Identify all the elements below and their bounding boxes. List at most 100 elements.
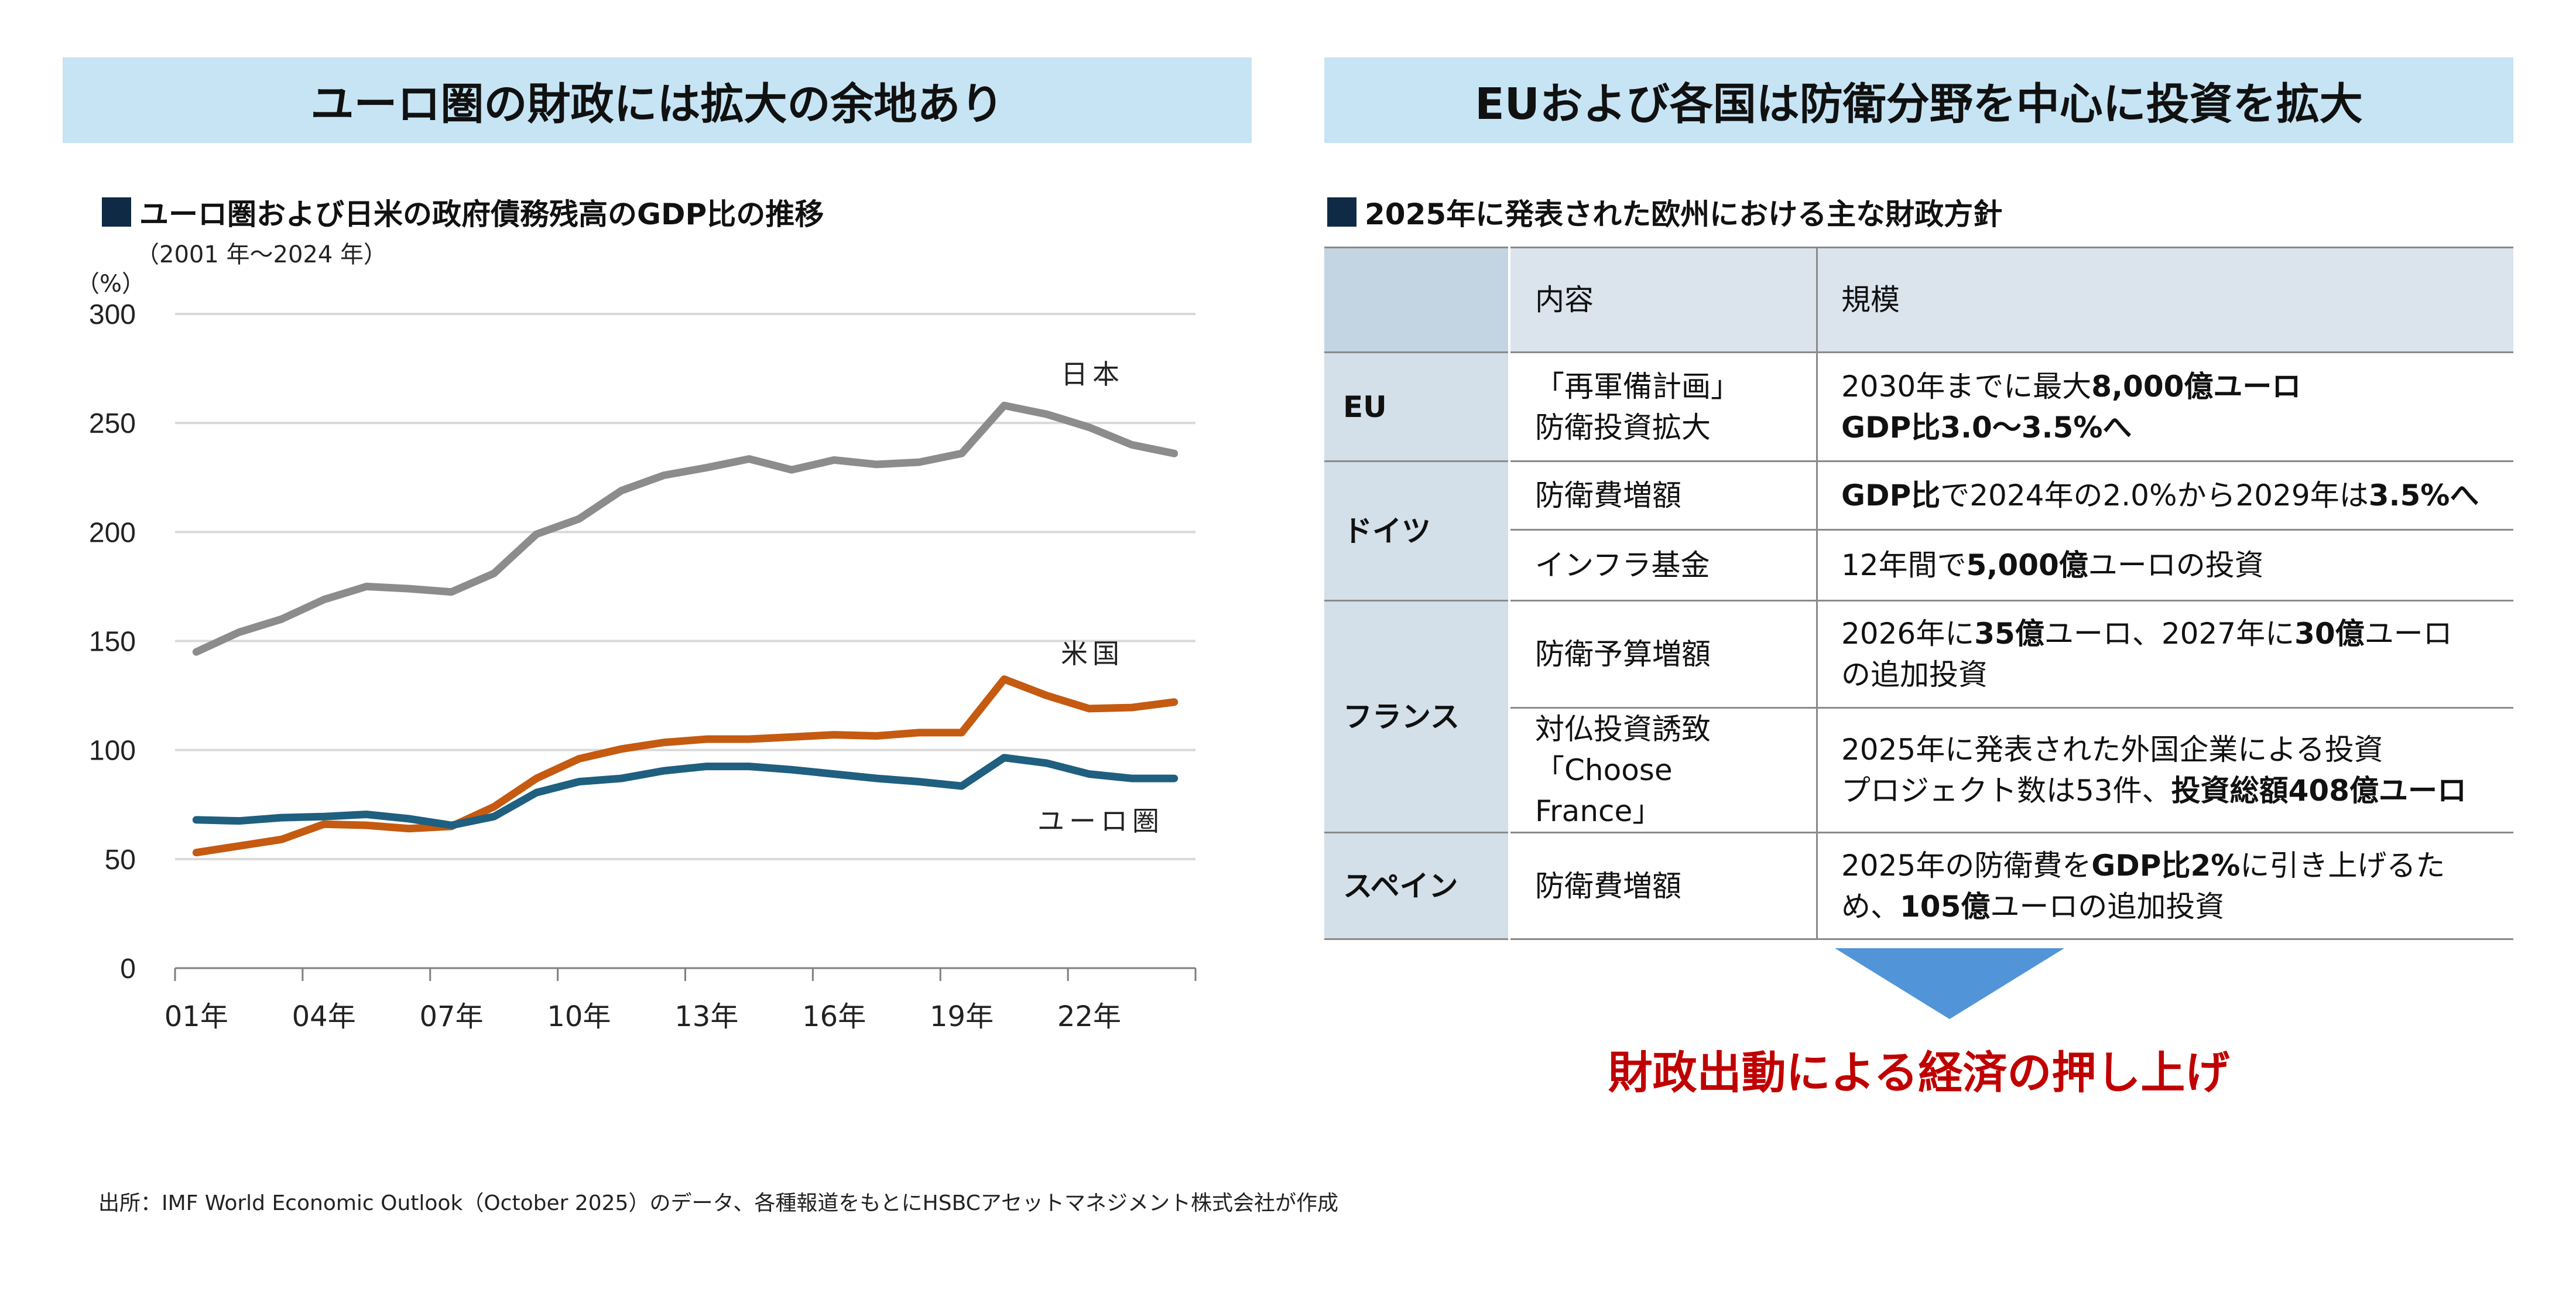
x-tick-label: 07年 — [420, 1000, 484, 1033]
scale-line: 2025年に発表された外国企業による投資 — [1841, 729, 2490, 770]
left-banner: ユーロ圏の財政には拡大の余地あり — [63, 57, 1252, 143]
scale-text: 投資総額408億ユーロ — [2171, 774, 2467, 808]
header-region — [1324, 247, 1510, 353]
x-tick-label: 16年 — [802, 1000, 866, 1033]
table-row: EU 「再軍備計画」 防衛投資拡大 2030年までに最大8,000億ユーロ GDP比3.… — [1324, 351, 2513, 462]
source-footnote: 出所：IMF World Economic Outlook（October 20… — [98, 1191, 1339, 1215]
x-tick-label: 13年 — [674, 1000, 738, 1033]
scale-cell: 2025年の防衛費をGDP比2%に引き上げるた め、105億ユーロの追加投資 — [1817, 832, 2513, 940]
conclusion-text: 財政出動による経済の押し上げ — [1608, 1047, 2230, 1099]
scale-text: GDP比2% — [2091, 848, 2241, 883]
series-line-0 — [192, 401, 1179, 656]
series-line-2 — [192, 754, 1179, 829]
content-line: 「再軍備計画」 — [1535, 369, 1740, 404]
content-line: 防衛予算増額 — [1535, 637, 1711, 671]
chart-period: （2001 年～2024 年） — [136, 241, 388, 268]
scale-text: 2025年の防衛費を — [1841, 848, 2092, 883]
scale-text: 12年間で — [1841, 548, 1967, 582]
region-cell: フランス — [1324, 600, 1510, 833]
scale-text: ユーロの追加投資 — [1990, 889, 2225, 924]
scale-text: で2024年の2.0%から2029年は — [1940, 478, 2369, 512]
x-tick-label: 01年 — [165, 1000, 228, 1033]
scale-text: に引き上げるた — [2240, 848, 2445, 883]
scale-line: め、105億ユーロの追加投資 — [1841, 886, 2490, 927]
region-cell: ドイツ — [1324, 460, 1510, 601]
y-tick-label: 100 — [89, 736, 136, 767]
scale-text: 105億 — [1900, 889, 1991, 924]
scale-line: 2025年の防衛費をGDP比2%に引き上げるた — [1841, 845, 2490, 886]
scale-text: 2030年までに最大 — [1841, 369, 2092, 404]
content-line: インフラ基金 — [1535, 548, 1710, 582]
header-scale: 規模 — [1817, 247, 2513, 353]
x-tick-label: 22年 — [1057, 1000, 1121, 1033]
content-cell: 防衛費増額 — [1509, 460, 1818, 531]
table-subtitle-text: 2025年に発表された欧州における主な財政方針 — [1365, 197, 2003, 231]
right-banner: EUおよび各国は防衛分野を中心に投資を拡大 — [1324, 57, 2513, 143]
content-cell: 防衛費増額 — [1509, 832, 1818, 940]
y-unit-label: （%） — [76, 271, 146, 298]
scale-text: ユーロの投資 — [2088, 548, 2264, 582]
down-arrow-icon — [1835, 948, 2064, 1019]
scale-text: プロジェクト数は53件、 — [1841, 774, 2171, 808]
scale-line: の追加投資 — [1841, 654, 2490, 695]
header-content: 内容 — [1509, 247, 1818, 353]
scale-text: 30億 — [2294, 617, 2365, 651]
y-tick-label: 250 — [89, 408, 136, 439]
table-row: フランス 防衛予算増額 2026年に35億ユーロ、2027年に30億ユーロの追加投資 — [1324, 600, 2513, 833]
scale-text: の追加投資 — [1841, 658, 1988, 692]
content-line: 対仏投資誘致 — [1535, 712, 1711, 746]
y-tick-label: 150 — [89, 627, 136, 658]
table-subtitle: 2025年に発表された欧州における主な財政方針 — [1327, 191, 2002, 233]
scale-cell: 2025年に発表された外国企業による投資 プロジェクト数は53件、投資総額408億… — [1817, 707, 2513, 833]
series-label: ユーロ圏 — [1037, 805, 1164, 837]
table-row: インフラ基金 12年間で5,000億ユーロの投資 — [1324, 529, 2513, 601]
scale-text: GDP比3.0～3.5%へ — [1841, 410, 2132, 445]
chart-subtitle-text: ユーロ圏および日米の政府債務残高のGDP比の推移 — [139, 197, 824, 231]
table-row: ドイツ 防衛費増額 GDP比で2024年の2.0%から2029年は3.5%へ — [1324, 460, 2513, 601]
scale-text: め、 — [1841, 889, 1900, 924]
table-header-row: 内容 規模 — [1324, 247, 2513, 353]
region-cell: EU — [1324, 351, 1510, 462]
scale-cell: 2030年までに最大8,000億ユーロ GDP比3.0～3.5%へ — [1817, 351, 2513, 462]
scale-cell: 2026年に35億ユーロ、2027年に30億ユーロの追加投資 — [1817, 600, 2513, 709]
series-label: 日本 — [1061, 358, 1124, 390]
x-tick-label: 19年 — [930, 1000, 994, 1033]
scale-text: 3.5%へ — [2368, 478, 2479, 512]
series-label: 米国 — [1061, 638, 1124, 669]
scale-text: 35億 — [1974, 617, 2044, 651]
scale-line: 12年間で5,000億ユーロの投資 — [1841, 545, 2490, 586]
x-tick-label: 10年 — [547, 1000, 611, 1033]
y-tick-label: 200 — [89, 517, 136, 548]
y-tick-label: 300 — [89, 299, 136, 330]
scale-text: 2026年に — [1841, 617, 1975, 651]
scale-text: GDP比 — [1841, 478, 1941, 512]
scale-cell: GDP比で2024年の2.0%から2029年は3.5%へ — [1817, 460, 2513, 531]
scale-line: GDP比3.0～3.5%へ — [1841, 407, 2490, 448]
policy-table: 内容 規模 EU 「再軍備計画」 防衛投資拡大 2030年までに最大8,000億ユーロ… — [1324, 247, 2513, 940]
content-line: 「Choose France」 — [1535, 753, 1673, 828]
scale-text: 2025年に発表された外国企業による投資 — [1841, 733, 2383, 767]
content-cell: インフラ基金 — [1509, 529, 1818, 601]
chart-subtitle: ユーロ圏および日米の政府債務残高のGDP比の推移 — [102, 191, 824, 233]
scale-text: ユーロ — [2364, 617, 2452, 651]
region-cell: スペイン — [1324, 832, 1510, 940]
scale-line: 2026年に35億ユーロ、2027年に30億ユーロ — [1841, 613, 2490, 654]
scale-line: プロジェクト数は53件、投資総額408億ユーロ — [1841, 770, 2490, 811]
content-cell: 「再軍備計画」 防衛投資拡大 — [1509, 351, 1818, 462]
scale-line: GDP比で2024年の2.0%から2029年は3.5%へ — [1841, 475, 2490, 516]
content-cell: 対仏投資誘致「Choose France」 — [1509, 707, 1818, 833]
scale-text: 8,000億ユーロ — [2091, 369, 2301, 404]
content-cell: 防衛予算増額 — [1509, 600, 1818, 709]
series-line-1 — [192, 675, 1179, 857]
scale-text: ユーロ、2027年に — [2044, 617, 2295, 651]
x-tick-label: 04年 — [292, 1000, 356, 1033]
square-bullet-icon — [102, 197, 131, 227]
y-tick-label: 0 — [120, 953, 136, 985]
scale-line: 2030年までに最大8,000億ユーロ — [1841, 366, 2490, 407]
square-bullet-icon — [1327, 197, 1356, 227]
content-line: 防衛投資拡大 — [1535, 410, 1711, 445]
table-row: スペイン 防衛費増額 2025年の防衛費をGDP比2%に引き上げるた め、105億ユー… — [1324, 832, 2513, 940]
debt-line-chart: 0 50 100 150 200 250 300 01年 04年 07年 10年 13年 16年 19年 2… — [89, 299, 1197, 1033]
content-line: 防衛費増額 — [1535, 478, 1681, 512]
scale-text: 5,000億 — [1966, 548, 2088, 582]
